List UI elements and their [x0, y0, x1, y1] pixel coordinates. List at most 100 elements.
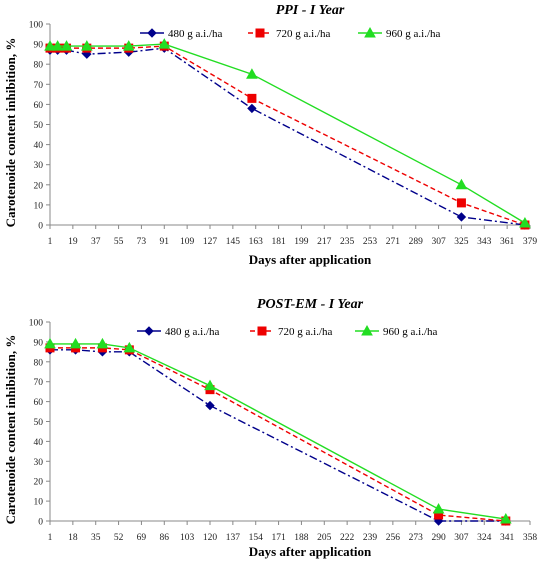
y-tick-label: 60 [34, 101, 44, 111]
data-point [247, 93, 257, 103]
data-point [123, 341, 136, 353]
x-axis-label: Days after application [249, 252, 372, 267]
x-tick-label: 1 [48, 533, 53, 543]
x-tick-label: 91 [160, 237, 170, 247]
data-point [456, 212, 467, 222]
data-point [205, 400, 215, 411]
legend-label: 480 g a.i./ha [168, 28, 222, 40]
data-point [51, 40, 64, 51]
x-tick-label: 55 [114, 237, 124, 247]
x-tick-label: 188 [294, 533, 309, 543]
legend-label: 720 g a.i./ha [276, 28, 330, 40]
y-tick-label: 10 [34, 498, 44, 508]
series-2 [45, 41, 530, 230]
x-tick-label: 361 [500, 237, 515, 247]
data-point [158, 38, 171, 49]
data-point [96, 337, 109, 349]
legend-entry: 960 g a.i./ha [358, 26, 440, 40]
x-tick-label: 341 [500, 533, 515, 543]
chart-panel-1: PPI - I Year 0 10 20 30 40 50 60 70 80 90 100 1 19 37 5… [3, 3, 537, 267]
x-tick-label: 69 [137, 533, 147, 543]
y-tick-label: 70 [34, 81, 44, 91]
y-tick-label: 80 [34, 358, 44, 368]
series-2 [45, 343, 511, 526]
x-tick-label: 73 [137, 237, 147, 247]
data-point [455, 178, 468, 190]
data-point [80, 40, 93, 51]
y-axis-label: Carotenoide content inhibition, % [3, 335, 18, 525]
y-tick-label: 20 [34, 181, 44, 191]
series-line [50, 43, 526, 224]
data-point [246, 68, 258, 79]
series-line [50, 347, 506, 522]
x-tick-label: 18 [68, 533, 78, 543]
y-tick-label: 80 [34, 61, 44, 71]
data-point [60, 40, 73, 51]
data-point [456, 198, 466, 208]
x-tick-label: 199 [294, 237, 309, 247]
data-point [204, 379, 216, 391]
x-tick-label: 127 [203, 237, 218, 247]
legend-marker [147, 28, 157, 38]
legend-entry: 480 g a.i./ha [137, 326, 219, 338]
y-tick-label: 50 [34, 418, 44, 428]
data-point [44, 40, 56, 51]
series-1 [45, 43, 530, 230]
data-point [432, 503, 445, 514]
x-tick-label: 307 [454, 533, 469, 543]
y-tick-label: 60 [34, 398, 44, 408]
x-axis-label: Days after application [249, 544, 372, 559]
legend-label: 720 g a.i./ha [278, 326, 332, 338]
y-tick-label: 100 [29, 21, 44, 31]
x-tick-label: 163 [249, 237, 264, 247]
data-point [122, 40, 135, 51]
legend-marker [364, 26, 376, 38]
x-tick-label: 217 [317, 237, 332, 247]
x-tick-label: 145 [226, 237, 241, 247]
legend-entry: 720 g a.i./ha [250, 326, 332, 338]
x-tick-label: 205 [317, 533, 332, 543]
x-tick-label: 1 [48, 237, 53, 247]
data-point [519, 216, 531, 228]
legend-entry: 960 g a.i./ha [355, 324, 437, 338]
y-tick-label: 40 [34, 438, 44, 448]
x-tick-label: 181 [271, 237, 286, 247]
x-tick-label: 273 [409, 533, 424, 543]
series-line [50, 349, 506, 522]
chart-title: POST-EM - I Year [257, 297, 364, 312]
x-tick-label: 120 [203, 533, 218, 543]
legend-marker [144, 326, 154, 336]
y-tick-label: 50 [34, 121, 44, 131]
x-tick-label: 256 [386, 533, 401, 543]
x-tick-label: 109 [180, 237, 195, 247]
y-tick-label: 20 [34, 478, 44, 488]
x-tick-label: 253 [363, 237, 378, 247]
x-tick-label: 19 [68, 237, 78, 247]
legend-marker [257, 326, 267, 336]
x-tick-label: 307 [431, 237, 446, 247]
x-tick-label: 37 [91, 237, 101, 247]
y-tick-label: 70 [34, 378, 44, 388]
data-point [499, 512, 512, 524]
series-line [50, 45, 526, 226]
y-tick-label: 40 [34, 141, 44, 151]
legend-entry: 720 g a.i./ha [248, 28, 330, 40]
y-tick-label: 100 [29, 319, 44, 329]
x-tick-label: 324 [477, 533, 492, 543]
chart-title: PPI - I Year [276, 3, 345, 18]
x-tick-label: 103 [180, 533, 195, 543]
x-tick-label: 154 [249, 533, 264, 543]
x-tick-label: 271 [386, 237, 401, 247]
x-tick-label: 379 [523, 237, 538, 247]
y-tick-label: 90 [34, 338, 44, 348]
x-tick-label: 86 [160, 533, 170, 543]
data-point [69, 337, 82, 349]
legend-label: 960 g a.i./ha [383, 326, 437, 338]
x-tick-label: 235 [340, 237, 355, 247]
x-tick-label: 137 [226, 533, 241, 543]
series-3 [44, 38, 531, 228]
series-3 [44, 337, 512, 524]
y-tick-label: 30 [34, 458, 44, 468]
